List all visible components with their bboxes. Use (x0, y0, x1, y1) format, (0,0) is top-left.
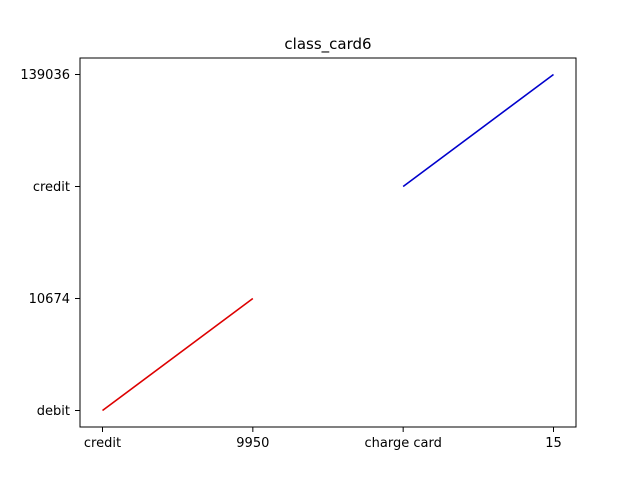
y-tick-label-debit: debit (37, 404, 70, 419)
x-axis: credit 9950 charge card 15 (84, 427, 562, 451)
series-line-0 (102, 297, 254, 412)
y-tick-label-10674: 10674 (29, 292, 70, 307)
series-group (102, 73, 554, 412)
x-tick-label-15: 15 (545, 436, 562, 451)
x-tick-label-charge-card: charge card (364, 436, 441, 451)
chart-title: class_card6 (284, 35, 371, 54)
series-line-1 (402, 73, 554, 188)
y-tick-label-139036: 139036 (20, 68, 70, 83)
y-axis: debit 10674 credit 139036 (20, 68, 80, 419)
x-tick-label-9950: 9950 (236, 436, 269, 451)
y-tick-label-credit: credit (33, 180, 70, 195)
plot-area-frame (79, 57, 577, 428)
x-tick-label-credit: credit (84, 436, 121, 451)
